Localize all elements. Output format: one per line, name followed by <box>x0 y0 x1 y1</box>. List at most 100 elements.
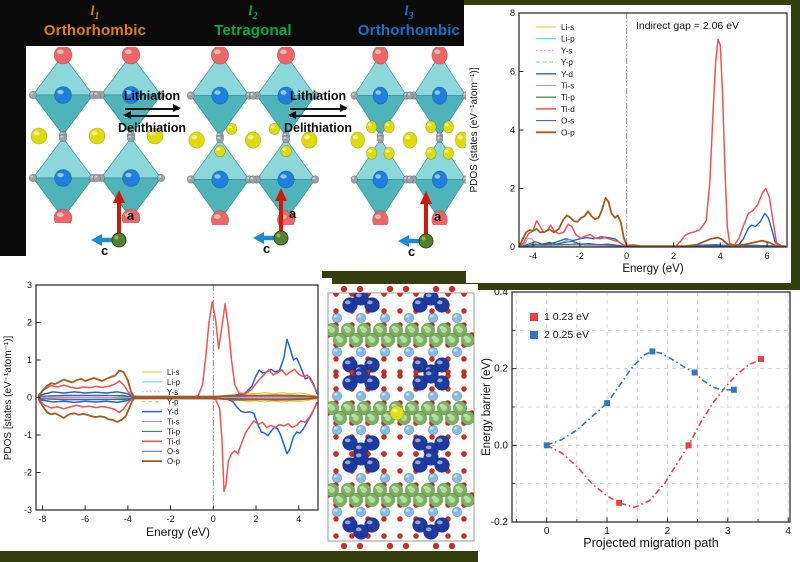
phase-symbol-2: l2 <box>248 4 258 22</box>
svg-text:2 0.25 eV: 2 0.25 eV <box>544 329 589 341</box>
svg-text:3: 3 <box>27 280 32 290</box>
axis-a-label: a <box>289 206 297 221</box>
svg-text:1: 1 <box>604 526 610 537</box>
svg-text:Ti-d: Ti-d <box>167 437 180 446</box>
crystal-structure-drawing-1 <box>27 47 167 223</box>
svg-text:8: 8 <box>510 8 515 18</box>
svg-text:Ti-p: Ti-p <box>561 93 575 102</box>
svg-text:Ti-p: Ti-p <box>167 427 181 436</box>
pdos-total-chart-panel: -4 -2 0 2 4 6 0 2 4 6 8 Energy (eV) PDOS (states (eV… <box>466 5 790 283</box>
pdos-spin-chart: -8 -6 -4 -2 0 2 4 -3 -2 -1 0 1 2 3 Energy (eV) PDOS [st… <box>3 280 319 539</box>
top-left-black-background <box>0 0 464 46</box>
svg-text:2: 2 <box>510 184 515 194</box>
migration-chart-panel: 0 1 2 3 4 -0.2 0.0 0.2 0.4 Projected migration pa… <box>478 290 800 562</box>
left-black-background <box>0 46 26 256</box>
data-point <box>649 348 656 355</box>
svg-text:1 0.23 eV: 1 0.23 eV <box>544 311 589 323</box>
series-2 0.25 eV <box>546 350 734 447</box>
series-O-p <box>518 197 786 248</box>
svg-text:Energy (eV): Energy (eV) <box>146 525 210 539</box>
data-point <box>543 442 550 449</box>
phase-label-3: l3 Orthorhombic <box>334 4 484 40</box>
svg-text:PDOS [states (eV⁻¹atom⁻¹)]: PDOS [states (eV⁻¹atom⁻¹)] <box>3 336 14 461</box>
svg-text:-2: -2 <box>24 468 32 478</box>
svg-text:0: 0 <box>510 242 515 252</box>
svg-text:O-p: O-p <box>561 128 575 137</box>
phase-name-1: Orthorhombic <box>43 22 147 40</box>
svg-text:Y-s: Y-s <box>167 388 178 397</box>
svg-text:Ti-s: Ti-s <box>167 418 180 427</box>
data-point <box>616 499 623 506</box>
svg-text:O-s: O-s <box>561 117 574 126</box>
delithiation-label: Delithiation <box>118 120 187 135</box>
axis-c-label: c <box>408 244 415 259</box>
crystal-structure-card-3 <box>349 47 471 225</box>
legend-swatch <box>530 331 538 339</box>
axis-c-arrow-icon <box>398 235 409 247</box>
svg-text:Li-s: Li-s <box>561 23 574 32</box>
data-point <box>691 369 698 376</box>
svg-text:0: 0 <box>211 514 216 524</box>
svg-text:3: 3 <box>725 526 731 537</box>
migration-barrier-chart: 0 1 2 3 4 -0.2 0.0 0.2 0.4 Projected migration pa… <box>481 290 791 550</box>
svg-text:4: 4 <box>718 251 723 261</box>
axis-c-label: c <box>263 241 270 256</box>
svg-text:0: 0 <box>27 393 32 403</box>
pdos-total-chart: -4 -2 0 2 4 6 0 2 4 6 8 Energy (eV) PDOS (states (eV… <box>469 8 788 275</box>
svg-text:Energy (eV): Energy (eV) <box>622 263 684 275</box>
svg-text:Y-p: Y-p <box>561 58 573 67</box>
plot-area: 0 1 2 3 4 -0.2 0.0 0.2 0.4 Projected migration pa… <box>481 290 791 550</box>
svg-text:0: 0 <box>624 251 629 261</box>
series-1 0.23 eV <box>546 358 762 509</box>
svg-text:Ti-s: Ti-s <box>561 82 574 91</box>
data-point <box>604 400 611 407</box>
arrow-right-icon <box>125 104 181 113</box>
svg-text:2: 2 <box>254 514 259 524</box>
svg-text:0.2: 0.2 <box>494 364 508 375</box>
data-point <box>758 356 765 363</box>
crystal-structure-drawing-3 <box>349 47 471 225</box>
plot-area: -4 -2 0 2 4 6 0 2 4 6 8 Energy (eV) PDOS (states (eV… <box>469 8 788 275</box>
svg-text:-2: -2 <box>576 251 584 261</box>
svg-text:-3: -3 <box>24 505 32 515</box>
legend: 1 0.23 eV 2 0.25 eV <box>530 311 589 341</box>
axis-a-arrow-icon <box>113 190 125 203</box>
axis-triad-2: a c <box>253 188 297 256</box>
svg-text:Y-s: Y-s <box>561 46 573 55</box>
axis-triad-1: a c <box>91 190 135 258</box>
svg-text:-8: -8 <box>38 514 46 524</box>
svg-text:0.0: 0.0 <box>494 440 508 451</box>
lithiation-label: Lithiation <box>289 89 347 103</box>
svg-text:-1: -1 <box>24 430 32 440</box>
svg-text:6: 6 <box>765 251 770 261</box>
svg-text:Li-s: Li-s <box>167 368 180 377</box>
svg-text:6: 6 <box>510 67 515 77</box>
phase-name-2: Tetragonal <box>214 22 292 40</box>
lattice <box>328 293 474 540</box>
svg-text:O-s: O-s <box>167 447 180 456</box>
phase-symbol-3: l3 <box>404 4 414 22</box>
crystal-structure-card-2 <box>185 47 321 225</box>
svg-text:Projected migration path: Projected migration path <box>583 536 719 550</box>
olive-strip-right <box>791 0 800 290</box>
legend-swatch <box>530 313 538 321</box>
svg-text:2: 2 <box>671 251 676 261</box>
legend: Li-sLi-pY-sY-pY-dTi-sTi-pTi-dO-sO-p <box>142 368 181 466</box>
svg-text:-6: -6 <box>81 514 89 524</box>
axis-c-arrow-icon <box>253 232 264 244</box>
crystal-supercell-panel <box>322 284 478 551</box>
svg-text:-4: -4 <box>124 514 132 524</box>
svg-text:PDOS (states (eV⁻¹atom⁻¹)]: PDOS (states (eV⁻¹atom⁻¹)] <box>469 67 480 192</box>
crystal-structure-drawing-2 <box>185 47 321 225</box>
svg-text:Y-d: Y-d <box>167 408 178 417</box>
svg-text:4: 4 <box>785 526 791 537</box>
phase-label-1: l1 Orthorhombic <box>20 4 170 40</box>
plot-frame <box>518 12 788 248</box>
svg-text:O-p: O-p <box>167 457 181 466</box>
delithiation-label: Delithiation <box>283 120 353 135</box>
series-Ti-d <box>518 38 786 248</box>
svg-text:2: 2 <box>665 526 671 537</box>
crystal-structure-card-1 <box>27 47 167 223</box>
olive-strip-top <box>464 0 800 5</box>
